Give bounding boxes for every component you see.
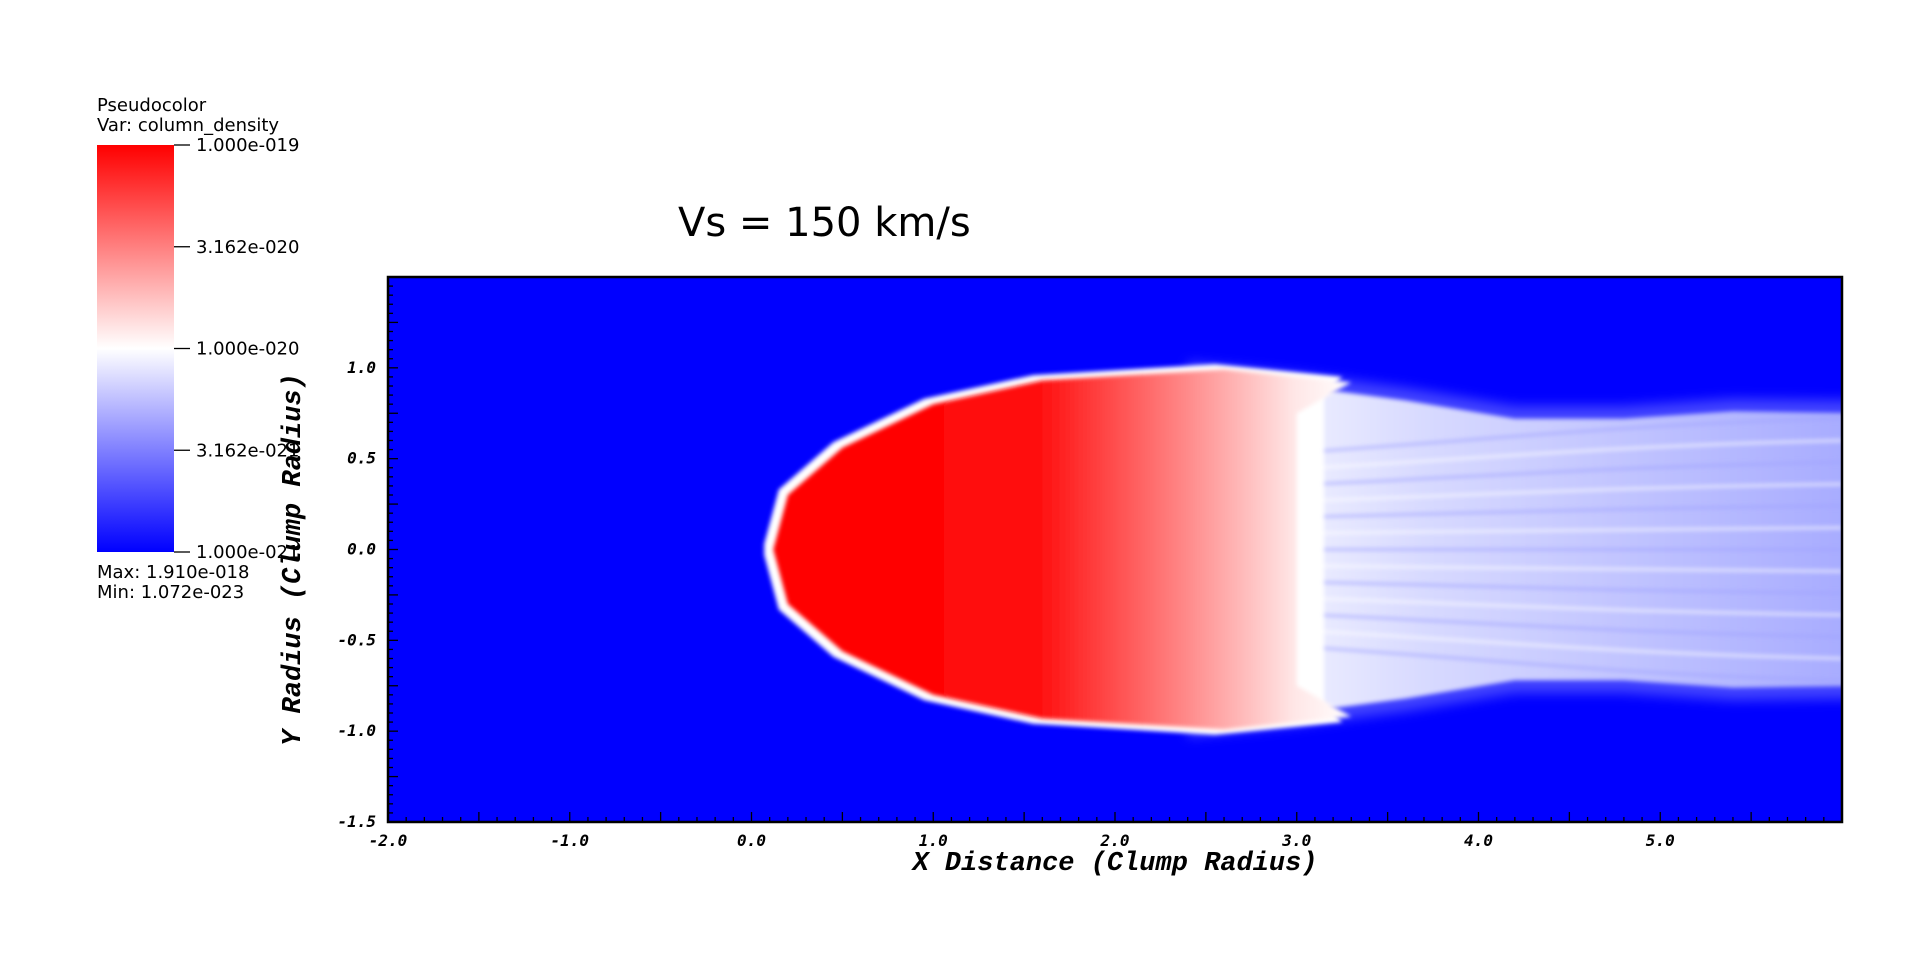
legend-title: Pseudocolor xyxy=(97,95,207,116)
density-field xyxy=(764,362,1842,737)
y-axis: -1.5 -1.0 -0.5 0.0 0.5 1.0 xyxy=(337,276,398,831)
colorbar-legend: Pseudocolor Var: column_density 1.000e-0… xyxy=(97,95,299,603)
legend-max-label: Max: 1.910e-018 xyxy=(97,562,249,583)
colorbar-tick-label: 3.162e-021 xyxy=(196,440,299,461)
x-tick-label: 2.0 xyxy=(1100,831,1130,850)
tail-streak xyxy=(1314,613,1842,639)
x-tick-label: -1.0 xyxy=(550,831,589,850)
x-tick-label: 1.0 xyxy=(919,831,948,850)
y-tick-label: 0.0 xyxy=(347,540,376,559)
colorbar-ticks: 1.000e-019 3.162e-020 1.000e-020 3.162e-021… xyxy=(174,135,299,563)
y-tick-label: -0.5 xyxy=(337,630,376,649)
x-axis-title: X Distance (Clump Radius) xyxy=(910,849,1317,879)
colorbar-tick-label: 1.000e-021 xyxy=(196,542,299,563)
tail-streak xyxy=(1314,417,1842,453)
tail-streak xyxy=(1314,460,1842,486)
tail-streaks xyxy=(1314,417,1842,682)
tail-streak xyxy=(1314,526,1842,535)
tail-streak xyxy=(1314,482,1842,502)
legend-variable-label: Var: column_density xyxy=(97,115,279,136)
x-tick-label: 4.0 xyxy=(1464,831,1493,850)
tail-streak xyxy=(1314,439,1842,470)
colorbar-tick-label: 1.000e-020 xyxy=(196,339,299,360)
tail-streak xyxy=(1314,597,1842,617)
legend-min-label: Min: 1.072e-023 xyxy=(97,582,244,603)
tail-streak xyxy=(1314,504,1842,519)
plot-title: Vs = 150 km/s xyxy=(678,200,971,246)
y-tick-label: 1.0 xyxy=(347,358,376,377)
y-tick-label: -1.0 xyxy=(337,721,376,740)
tail-streak xyxy=(1314,564,1842,573)
clump-head xyxy=(773,369,1352,730)
x-tick-label: 5.0 xyxy=(1646,831,1675,850)
y-tick-label: -1.5 xyxy=(337,812,376,831)
tail-streak xyxy=(1314,646,1842,682)
x-tick-label: -2.0 xyxy=(369,831,408,850)
colorbar xyxy=(97,145,174,552)
x-tick-label: 3.0 xyxy=(1281,831,1311,850)
colorbar-tick-label: 3.162e-020 xyxy=(196,237,299,258)
tail-streak xyxy=(1314,629,1842,660)
y-tick-label: 0.5 xyxy=(347,449,376,468)
tail-streak xyxy=(1314,580,1842,595)
plot-area: -2.0 -1.0 0.0 1.0 2.0 3.0 4.0 5.0 -1.5 -1.0 -0.5 0… xyxy=(279,275,1844,879)
y-axis-title: Y Radius (Clump Radius) xyxy=(279,373,309,746)
colorbar-tick-label: 1.000e-019 xyxy=(196,135,299,156)
x-tick-label: 0.0 xyxy=(737,831,766,850)
x-axis: -2.0 -1.0 0.0 1.0 2.0 3.0 4.0 5.0 xyxy=(369,812,1843,850)
